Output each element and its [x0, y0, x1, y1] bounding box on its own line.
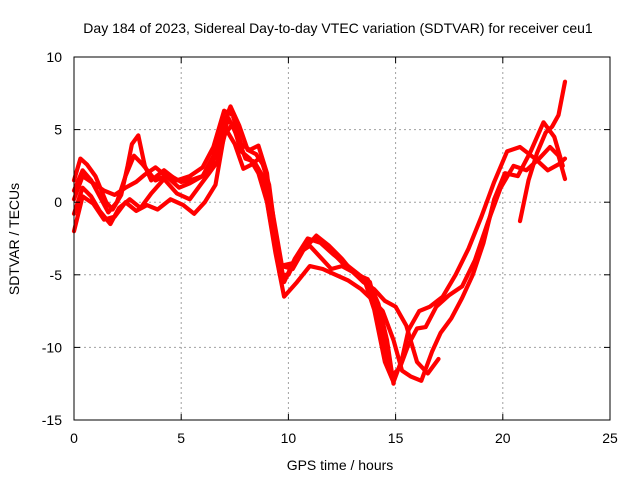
- data-series: [71, 79, 568, 386]
- series-line-4: [71, 120, 565, 383]
- y-tick-label: -10: [42, 339, 62, 355]
- series-line-6: [517, 79, 568, 224]
- y-tick-label: -15: [42, 412, 62, 428]
- plot-frame: [73, 56, 611, 421]
- y-tick-label: 5: [54, 122, 62, 138]
- x-axis-label: GPS time / hours: [287, 457, 394, 473]
- y-tick-label: -5: [50, 267, 63, 283]
- x-tick-label: 20: [495, 430, 511, 446]
- grid-lines: [74, 57, 610, 420]
- x-tick-label: 0: [70, 430, 78, 446]
- y-tick-label: 10: [46, 49, 62, 65]
- x-tick-label: 25: [602, 430, 618, 446]
- x-tick-label: 15: [388, 430, 404, 446]
- y-axis-label: SDTVAR / TECUs: [6, 183, 22, 295]
- chart-title: Day 184 of 2023, Sidereal Day-to-day VTE…: [83, 20, 593, 36]
- series-line-5: [71, 104, 568, 385]
- series-line-2: [71, 115, 396, 386]
- series-line-3: [71, 127, 568, 379]
- x-tick-label: 10: [281, 430, 297, 446]
- axis-ticks: 0 5 10 15 20 25 -15 -10 -5 0 5 10: [42, 49, 618, 446]
- y-tick-label: 0: [54, 194, 62, 210]
- x-tick-label: 5: [177, 430, 185, 446]
